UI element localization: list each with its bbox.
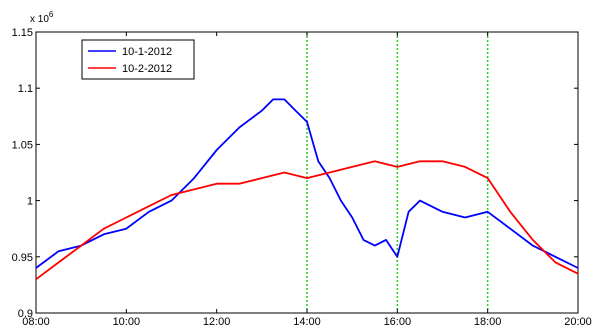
x-tick-label: 14:00 [293,316,321,328]
series-line-2 [35,160,579,281]
x-tick-label: 20:00 [564,316,592,328]
legend-label-2: 10-2-2012 [122,63,172,75]
x-tick-label: 18:00 [474,316,502,328]
y-tick-label: 0.9 [18,308,33,320]
series-line-1 [35,98,579,269]
y-tick-label: 1 [27,196,33,208]
y-tick-label: 0.95 [12,252,33,264]
y-tick-label: 1.1 [18,83,33,95]
legend-box [81,39,195,80]
y-exponent-label: x 106 [30,10,54,25]
x-tick-label: 12:00 [203,316,231,328]
x-tick-label: 10:00 [113,316,141,328]
y-tick-label: 1.05 [12,139,33,151]
x-tick-label: 08:00 [22,316,50,328]
x-tick-label: 16:00 [384,316,412,328]
legend: 10-1-2012 10-2-2012 [81,39,195,80]
legend-label-1: 10-1-2012 [122,46,172,58]
y-tick-label: 1.15 [12,27,33,39]
